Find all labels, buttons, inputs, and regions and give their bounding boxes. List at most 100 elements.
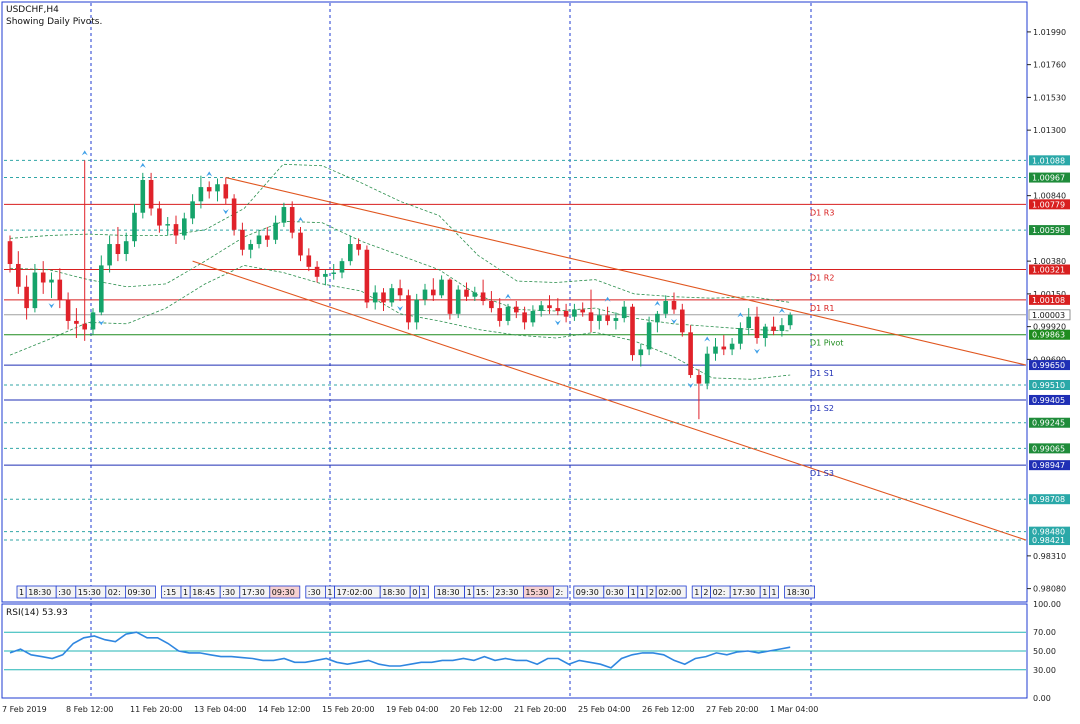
band-lower-line xyxy=(9,264,791,380)
price-tick-label: 0.99690 xyxy=(1033,355,1066,364)
event-marker-label: 1 xyxy=(183,588,188,597)
candle-body xyxy=(431,289,436,296)
candle-body xyxy=(638,349,644,356)
rsi-tick-label: 70.00 xyxy=(1033,628,1056,637)
event-marker[interactable] xyxy=(769,585,780,599)
event-marker-label: 1 xyxy=(421,588,426,597)
fractal-up-icon xyxy=(297,216,304,222)
time-axis-label: 21 Feb 20:00 xyxy=(514,705,566,714)
candle xyxy=(16,251,21,294)
pivot-labels: D1 R3 D1 R2 D1 R1 D1 Pivot D1 S1 D1 S2 D1 S3 xyxy=(810,208,843,478)
time-axis-label: 11 Feb 20:00 xyxy=(130,705,182,714)
candle xyxy=(24,275,29,320)
candle-body xyxy=(323,273,328,277)
channel-upper-line[interactable] xyxy=(225,177,1027,366)
candle-body xyxy=(190,201,195,219)
time-axis-label: 19 Feb 04:00 xyxy=(386,705,438,714)
trend-channel[interactable] xyxy=(192,177,1027,541)
fractal-down-icon xyxy=(397,306,404,311)
candle xyxy=(115,226,121,262)
candle xyxy=(605,306,610,326)
candle xyxy=(389,283,395,307)
rsi-pane: 100.00 70.00 50.00 30.00 0.00 xyxy=(4,600,1061,703)
candle xyxy=(771,316,776,336)
price-tick-label: 1.00150 xyxy=(1033,290,1066,299)
candle xyxy=(240,222,245,256)
candle xyxy=(165,216,170,236)
candle-body xyxy=(281,207,287,223)
candle xyxy=(455,285,461,319)
rsi-tick-label: 50.00 xyxy=(1033,647,1056,656)
price-tag-resistance xyxy=(1029,199,1070,210)
candle-body xyxy=(256,235,262,245)
fractal-up-icon xyxy=(778,308,785,314)
candle-body xyxy=(306,255,312,267)
fractal-up-icon xyxy=(81,150,88,156)
event-marker[interactable] xyxy=(269,585,301,599)
event-marker-label: 18:30 xyxy=(382,588,405,597)
candle-body xyxy=(422,289,428,300)
price-tag-dotted xyxy=(1029,526,1070,537)
candle-body xyxy=(597,315,602,321)
candle xyxy=(265,226,270,247)
candle xyxy=(331,263,336,280)
candle xyxy=(763,323,768,347)
vertical-grid xyxy=(90,3,812,697)
candle-body xyxy=(240,229,245,250)
price-tick-label: 1.01300 xyxy=(1033,126,1066,135)
price-tick-label: 0.98080 xyxy=(1033,585,1066,594)
time-axis-label: 15 Feb 20:00 xyxy=(322,705,374,714)
candle-body xyxy=(671,301,677,310)
candle xyxy=(721,335,727,356)
fractal-down-icon xyxy=(754,348,760,354)
candle xyxy=(364,245,370,309)
event-marker-label: 09:30 xyxy=(127,588,150,597)
candle-body xyxy=(489,301,494,309)
candle xyxy=(381,288,386,311)
candle-body xyxy=(206,187,212,192)
candle xyxy=(273,215,278,245)
event-marker-label: 1 xyxy=(762,588,767,597)
candle-body xyxy=(148,179,154,209)
event-marker[interactable] xyxy=(125,585,156,599)
event-marker[interactable] xyxy=(418,585,429,599)
candle-body xyxy=(704,353,710,384)
event-marker[interactable] xyxy=(655,585,687,599)
candle xyxy=(431,278,436,301)
candle xyxy=(746,308,751,336)
candle-body xyxy=(40,272,46,283)
candle-body xyxy=(273,222,278,240)
rsi-tick-label: 30.00 xyxy=(1033,666,1056,675)
candle-body xyxy=(32,272,38,309)
candle xyxy=(314,261,320,283)
event-marker[interactable] xyxy=(784,585,815,599)
fractal-down-icon xyxy=(48,303,55,309)
price-tag-support xyxy=(1029,394,1070,405)
pivot-label: D1 R1 xyxy=(810,304,834,313)
candle xyxy=(157,201,162,233)
candle-body xyxy=(514,306,519,313)
event-marker-label: 0:30 xyxy=(606,588,624,597)
main-plot-frame[interactable] xyxy=(1,1,1028,603)
price-tag-dotted xyxy=(1029,225,1070,236)
candle xyxy=(323,269,328,286)
candle-body xyxy=(364,249,370,303)
price-tag-dotted xyxy=(1029,535,1070,546)
price-axis: 1.01990 1.01760 1.01530 1.01300 1.00840 1.003… xyxy=(1027,28,1066,594)
fractal-arrows xyxy=(48,150,785,388)
channel-lower-line[interactable] xyxy=(192,260,1027,541)
candle xyxy=(613,312,619,330)
price-tag-label: 1.01088 xyxy=(1032,156,1065,165)
event-markers[interactable]: 1 18:30:30 15:30 02: 09:30:15 1 18:45:30 17:30 0… xyxy=(16,585,815,599)
event-marker-label: :30 xyxy=(58,588,71,597)
candle-body xyxy=(447,279,453,314)
candle xyxy=(580,302,585,317)
candle xyxy=(563,303,569,323)
price-tag-label: 0.98708 xyxy=(1032,495,1065,504)
event-marker[interactable] xyxy=(553,585,569,599)
price-tag-label: 1.00779 xyxy=(1032,200,1065,209)
candle-body xyxy=(763,326,768,339)
price-tag-dotted xyxy=(1029,380,1070,391)
candle xyxy=(414,293,419,330)
